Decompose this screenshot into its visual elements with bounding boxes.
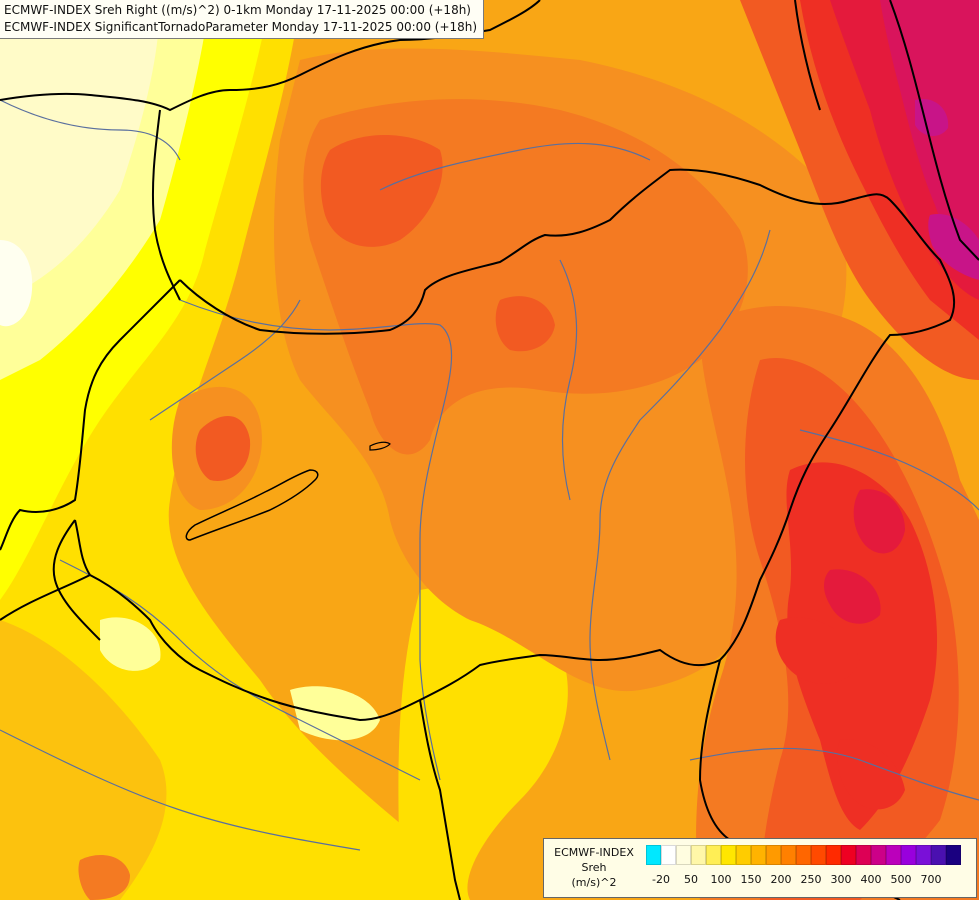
map-title-stp: ECMWF-INDEX SignificantTornadoParameter … [4, 20, 478, 34]
legend-title-variable: Sreh [581, 861, 607, 874]
legend-swatch [931, 845, 946, 865]
legend-swatch [721, 845, 736, 865]
border-hungary [74, 168, 956, 722]
border-south [419, 699, 461, 900]
legend-tick-label: -20 [652, 873, 670, 886]
river-misc-2 [0, 99, 181, 161]
legend-swatch [856, 845, 871, 865]
legend-swatch [646, 845, 661, 865]
legend-swatch [736, 845, 751, 865]
legend-swatch [661, 845, 676, 865]
cream-region [0, 0, 160, 300]
legend-swatch [706, 845, 721, 865]
lake-balaton [185, 469, 319, 541]
purple-northeast-core-2 [915, 99, 949, 136]
border-austria-slovakia [151, 109, 181, 301]
legend-swatch [886, 845, 901, 865]
color-legend: ECMWF-INDEX Sreh (m/s)^2 -20 50 100 150 200 2… [543, 838, 977, 898]
red-southeast-blob [775, 617, 860, 684]
legend-title: ECMWF-INDEX Sreh (m/s)^2 [546, 845, 642, 890]
legend-swatch [766, 845, 781, 865]
legend-tick-label: 400 [860, 873, 882, 886]
crimson-east-core-2 [824, 569, 881, 624]
red-orange-west-blob [195, 416, 251, 481]
legend-tick-label: 500 [890, 873, 912, 886]
legend-tick-label: 200 [770, 873, 792, 886]
legend-swatch [796, 845, 811, 865]
river-tisza [589, 229, 771, 761]
legend-title-source: ECMWF-INDEX [554, 846, 634, 859]
legend-swatch [676, 845, 691, 865]
legend-tick-label: 100 [710, 873, 732, 886]
legend-swatch [901, 845, 916, 865]
legend-swatch [916, 845, 931, 865]
legend-swatch [811, 845, 826, 865]
legend-tick-label: 250 [800, 873, 822, 886]
river-sava [0, 729, 361, 851]
river-north [379, 142, 651, 191]
crimson-east-core [853, 489, 905, 554]
orange-southwest-blob [78, 855, 130, 900]
legend-swatch [841, 845, 856, 865]
legend-title-unit: (m/s)^2 [571, 876, 617, 889]
legend-swatch [946, 845, 961, 865]
legend-tick-label: 150 [740, 873, 762, 886]
red-orange-north [320, 135, 443, 247]
river-raba [149, 299, 301, 421]
red-orange-center [495, 296, 555, 352]
legend-tick-label: 300 [830, 873, 852, 886]
legend-tick-label: 700 [920, 873, 942, 886]
border-east [889, 0, 979, 261]
border-slovenia [52, 519, 101, 641]
river-east [799, 429, 979, 511]
border-southwest [0, 574, 91, 621]
orange-northeast-edge [740, 0, 979, 380]
red-east-band [786, 462, 938, 830]
legend-swatch [871, 845, 886, 865]
border-misc [794, 0, 821, 111]
gold-southwest-region [0, 620, 167, 900]
legend-tick-label: 50 [684, 873, 698, 886]
legend-swatch [691, 845, 706, 865]
lake-small [369, 441, 391, 451]
legend-swatch [781, 845, 796, 865]
river-danube-north [179, 299, 453, 781]
pale-region [0, 240, 33, 327]
map-title-box: ECMWF-INDEX Sreh Right ((m/s)^2) 0-1km M… [0, 0, 485, 39]
light-yellow-southwest-blob [100, 617, 161, 671]
legend-swatch [826, 845, 841, 865]
yellow-south-region [398, 587, 568, 900]
red-south-blob [837, 739, 905, 810]
river-misc-1 [559, 259, 578, 501]
river-misc-3 [689, 747, 979, 801]
legend-swatches [646, 845, 961, 865]
purple-northeast-core [928, 214, 979, 280]
border-west [0, 279, 181, 551]
map-title-sreh: ECMWF-INDEX Sreh Right ((m/s)^2) 0-1km M… [4, 3, 471, 17]
legend-swatch [751, 845, 766, 865]
